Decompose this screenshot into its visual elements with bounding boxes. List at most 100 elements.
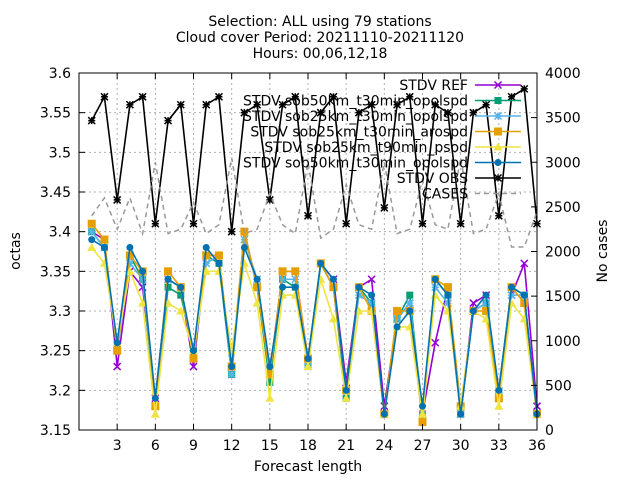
x-tick-label: 12 (223, 438, 241, 454)
data-point (189, 362, 198, 371)
data-point (138, 92, 147, 101)
data-point (164, 267, 173, 276)
data-point (279, 283, 287, 291)
legend-marker (493, 80, 503, 90)
x-tick-label: 18 (299, 438, 317, 454)
data-point (177, 283, 185, 291)
data-point (418, 219, 427, 228)
y2-tick-label: 3000 (545, 155, 581, 171)
series-line (91, 247, 538, 415)
title-line-3: Hours: 00,06,12,18 (253, 46, 388, 62)
chart-title: Selection: ALL using 79 stations Cloud c… (176, 14, 464, 62)
y2-tick-label: 3500 (545, 111, 581, 127)
axes: 3 6 9 12 15 18 21 24 27 30 33 363.153.23.253.33.353… (40, 66, 581, 454)
legend-label: STDV sob25km_t30min_opolspd (243, 109, 468, 125)
data-point (125, 100, 134, 109)
data-point (266, 378, 274, 386)
y2-tick-label: 2000 (545, 245, 581, 261)
data-point (291, 275, 300, 284)
data-point (393, 314, 402, 323)
data-point (202, 100, 211, 109)
x-tick-label: 24 (375, 438, 393, 454)
x-axis-label: Forecast length (254, 459, 362, 475)
x-tick-label: 9 (189, 438, 198, 454)
data-point (202, 259, 211, 268)
data-point (177, 291, 185, 299)
data-point (380, 203, 389, 212)
data-point (443, 299, 452, 308)
legend-item-5: STDV sob25km_t90min_psod (264, 140, 521, 156)
y-tick-label: 3.3 (49, 304, 71, 320)
legend-marker (494, 127, 502, 136)
data-point (354, 291, 363, 300)
data-point (469, 307, 477, 315)
data-point (126, 244, 134, 252)
x-tick-label: 36 (528, 438, 546, 454)
data-point (100, 92, 109, 101)
x-tick-label: 30 (452, 438, 470, 454)
data-point (164, 116, 173, 125)
data-point (164, 275, 172, 283)
data-point (354, 108, 363, 117)
data-point (253, 100, 262, 109)
data-point (508, 283, 516, 291)
data-point (481, 314, 491, 323)
data-point (482, 291, 490, 299)
y-tick-label: 3.2 (49, 383, 71, 399)
x-tick-label: 3 (113, 438, 122, 454)
data-point (329, 92, 338, 101)
data-point (507, 92, 516, 101)
data-point (456, 401, 466, 410)
legend-label: STDV OBS (397, 171, 468, 187)
data-point (100, 244, 108, 252)
data-point (303, 362, 313, 371)
data-point (278, 267, 287, 276)
x-tick-label: 27 (414, 438, 432, 454)
data-point (240, 244, 248, 252)
data-point (125, 266, 135, 275)
data-point (444, 291, 452, 299)
data-point (253, 275, 261, 283)
legend-label: STDV sob25km_t30min_arospd (250, 125, 468, 141)
series-line (91, 238, 538, 415)
data-point (87, 243, 97, 252)
data-point (139, 267, 147, 275)
data-point (405, 299, 414, 308)
y2-tick-label: 4000 (545, 66, 581, 82)
data-point (176, 306, 186, 315)
data-point (190, 347, 197, 355)
data-point (266, 363, 274, 371)
data-point (125, 259, 134, 268)
y-tick-label: 3.55 (40, 106, 71, 122)
y-tick-label: 3.35 (40, 264, 71, 280)
data-point (443, 283, 452, 292)
title-line-2: Cloud cover Period: 20211110-20211120 (176, 30, 464, 46)
legend-label: STDV sob25km_t90min_psod (264, 140, 468, 156)
y-tick-label: 3.5 (49, 145, 71, 161)
data-point (88, 236, 96, 244)
data-point (495, 386, 503, 394)
data-point (367, 275, 376, 284)
data-point (328, 314, 338, 323)
data-point (354, 306, 364, 315)
data-point (291, 267, 300, 276)
data-point (214, 251, 223, 260)
data-point (405, 92, 414, 101)
data-point (494, 401, 504, 410)
data-point (227, 370, 236, 379)
data-point (304, 355, 312, 363)
data-point (329, 275, 337, 283)
legend-item-2: STDV sob50km_t30min_opolspd (243, 94, 521, 110)
data-point (265, 195, 274, 204)
data-point (393, 323, 401, 331)
data-point (355, 283, 363, 291)
data-point (393, 307, 402, 315)
data-point (265, 393, 275, 402)
data-point (316, 108, 325, 117)
x-tick-label: 33 (490, 438, 508, 454)
data-point (507, 291, 516, 300)
y2-axis-label: No cases (595, 220, 611, 283)
data-point (278, 100, 287, 109)
